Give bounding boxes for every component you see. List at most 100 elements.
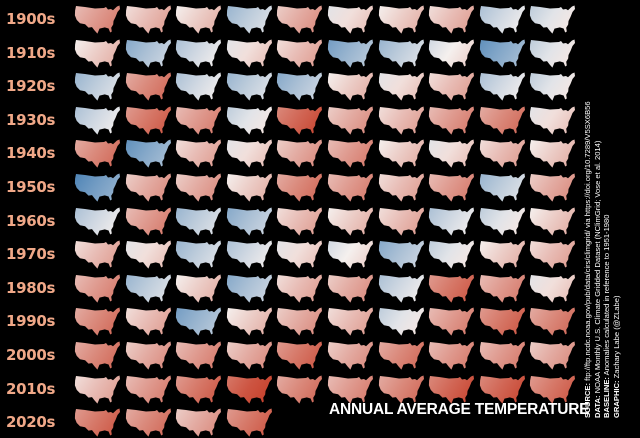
decade-label: 2010s bbox=[6, 379, 56, 398]
us-map-shape bbox=[530, 139, 576, 168]
us-map-shape bbox=[226, 240, 272, 269]
us-map-shape bbox=[226, 39, 272, 68]
us-map-shape bbox=[378, 173, 424, 202]
us-map-year bbox=[174, 238, 222, 270]
us-map-year bbox=[427, 238, 475, 270]
us-map-shape bbox=[277, 139, 323, 168]
us-map-year bbox=[174, 37, 222, 69]
us-map-year bbox=[174, 70, 222, 102]
us-map-year bbox=[326, 238, 374, 270]
us-map-shape bbox=[74, 72, 120, 101]
us-map-shape bbox=[479, 173, 525, 202]
us-map-shape bbox=[378, 240, 424, 269]
us-map-year bbox=[124, 406, 172, 438]
us-map-year bbox=[225, 373, 273, 405]
us-map-shape bbox=[125, 5, 171, 34]
decade-label: 1940s bbox=[6, 144, 56, 163]
us-map-year bbox=[427, 339, 475, 371]
us-map-year bbox=[427, 272, 475, 304]
us-map-shape bbox=[530, 72, 576, 101]
us-map-shape bbox=[530, 307, 576, 336]
us-map-shape bbox=[429, 307, 475, 336]
us-map-year bbox=[124, 339, 172, 371]
us-map-shape bbox=[277, 307, 323, 336]
us-map-shape bbox=[378, 341, 424, 370]
us-map-shape bbox=[479, 5, 525, 34]
decade-label: 1990s bbox=[6, 312, 56, 331]
us-map-shape bbox=[74, 5, 120, 34]
decade-label: 1910s bbox=[6, 43, 56, 62]
us-map-shape bbox=[226, 5, 272, 34]
us-map-year bbox=[225, 339, 273, 371]
us-map-year bbox=[174, 104, 222, 136]
credits-text: SOURCE: ftp://ftp.ncdc.noaa.gov/pub/data… bbox=[583, 28, 621, 418]
us-map-shape bbox=[176, 139, 222, 168]
us-map-year bbox=[326, 272, 374, 304]
us-map-shape bbox=[125, 72, 171, 101]
us-map-shape bbox=[429, 274, 475, 303]
us-map-year bbox=[478, 305, 526, 337]
us-map-year bbox=[478, 339, 526, 371]
decade-label: 1980s bbox=[6, 278, 56, 297]
us-map-shape bbox=[176, 72, 222, 101]
us-map-year bbox=[124, 373, 172, 405]
us-map-year bbox=[275, 3, 323, 35]
us-map-year bbox=[427, 70, 475, 102]
us-map-year bbox=[73, 406, 121, 438]
us-map-shape bbox=[226, 173, 272, 202]
us-map-shape bbox=[378, 307, 424, 336]
us-map-year bbox=[326, 104, 374, 136]
us-map-year bbox=[174, 305, 222, 337]
us-map-year bbox=[377, 272, 425, 304]
us-map-shape bbox=[125, 341, 171, 370]
us-map-year bbox=[225, 205, 273, 237]
decade-label: 1900s bbox=[6, 10, 56, 28]
us-map-shape bbox=[277, 207, 323, 236]
us-map-shape bbox=[176, 106, 222, 135]
us-map-shape bbox=[429, 39, 475, 68]
us-map-shape bbox=[74, 139, 120, 168]
us-map-year bbox=[73, 305, 121, 337]
decade-label: 1960s bbox=[6, 211, 56, 230]
us-map-shape bbox=[378, 106, 424, 135]
us-map-shape bbox=[176, 240, 222, 269]
us-map-year bbox=[528, 171, 576, 203]
us-map-shape bbox=[74, 341, 120, 370]
credit-line: GRAPHIC: Zachary Labe (@ZLabe) bbox=[612, 28, 622, 419]
us-map-shape bbox=[327, 39, 373, 68]
us-map-shape bbox=[327, 274, 373, 303]
us-map-shape bbox=[378, 39, 424, 68]
us-map-year bbox=[73, 104, 121, 136]
us-map-year bbox=[174, 272, 222, 304]
us-map-shape bbox=[479, 240, 525, 269]
us-map-shape bbox=[176, 341, 222, 370]
us-map-year bbox=[225, 3, 273, 35]
us-map-year bbox=[326, 3, 374, 35]
us-map-shape bbox=[74, 307, 120, 336]
us-map-year bbox=[124, 70, 172, 102]
us-map-shape bbox=[176, 274, 222, 303]
us-map-shape bbox=[176, 173, 222, 202]
us-map-year bbox=[124, 205, 172, 237]
us-map-year bbox=[326, 205, 374, 237]
us-map-shape bbox=[226, 341, 272, 370]
us-map-shape bbox=[479, 341, 525, 370]
us-map-year bbox=[275, 272, 323, 304]
us-map-year bbox=[275, 339, 323, 371]
us-map-shape bbox=[378, 274, 424, 303]
us-map-year bbox=[174, 373, 222, 405]
us-map-shape bbox=[176, 39, 222, 68]
us-map-shape bbox=[226, 72, 272, 101]
us-map-shape bbox=[226, 375, 272, 404]
us-map-year bbox=[225, 305, 273, 337]
us-map-year bbox=[124, 238, 172, 270]
us-map-shape bbox=[277, 375, 323, 404]
us-map-year bbox=[275, 305, 323, 337]
us-map-shape bbox=[479, 139, 525, 168]
us-map-shape bbox=[74, 39, 120, 68]
us-map-year bbox=[73, 171, 121, 203]
us-map-shape bbox=[327, 139, 373, 168]
us-map-shape bbox=[277, 39, 323, 68]
credit-key: BASELINE: bbox=[602, 377, 612, 418]
us-map-year bbox=[73, 137, 121, 169]
